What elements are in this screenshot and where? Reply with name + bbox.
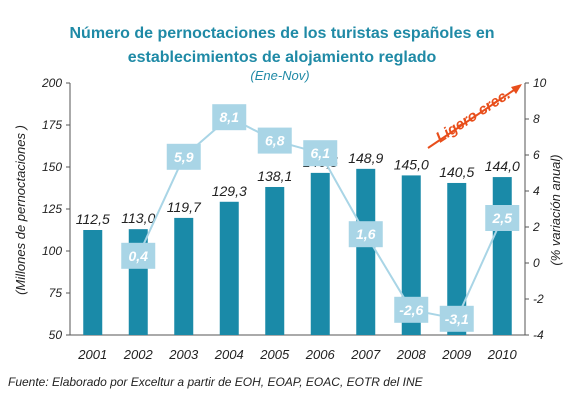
x-tick-label: 2005 <box>259 347 290 362</box>
variation-labels: 0,4 5,9 8,1 6,8 6,1 1,6 -2,6 -3,1 2,5 <box>121 104 520 332</box>
y2-tick-label: -2 <box>533 292 544 306</box>
chart-subtitle: (Ene-Nov) <box>250 68 309 83</box>
bar <box>310 172 330 335</box>
y2-tick-labels: -4 -2 0 2 4 6 8 10 <box>525 76 547 342</box>
variation-label-box <box>166 143 201 170</box>
x-tick-label: 2006 <box>305 347 336 362</box>
y-tick-label: 150 <box>42 160 62 174</box>
variation-label: 0,4 <box>129 248 149 264</box>
variation-label-box <box>439 305 474 332</box>
variation-label: 1,6 <box>356 226 376 242</box>
bar <box>265 186 285 335</box>
y2-tick-label: 10 <box>533 76 547 90</box>
variation-label-box <box>121 242 156 269</box>
annotation-group: Ligero crec. <box>427 84 522 149</box>
bar <box>219 201 239 335</box>
y-axis-label: (Millones de pernoctaciones ) <box>13 125 28 295</box>
chart-title-line1: Número de pernoctaciones de los turistas… <box>69 25 494 42</box>
x-tick-label: 2010 <box>487 347 518 362</box>
x-tick-label: 2002 <box>123 347 154 362</box>
variation-label-box <box>394 296 429 323</box>
bar <box>492 177 512 335</box>
source-note: Fuente: Elaborado por Exceltur a partir … <box>8 375 424 389</box>
y-tick-label: 200 <box>41 76 62 90</box>
bar-label: 129,3 <box>212 183 247 199</box>
y2-tick-label: -4 <box>533 328 544 342</box>
bar-label: 144,0 <box>485 158 520 174</box>
x-tick-label: 2007 <box>350 347 381 362</box>
y-tick-label: 175 <box>42 118 62 132</box>
x-tick-labels: 2001 2002 2003 2004 2005 2006 2007 2008 2009 2010 <box>77 347 517 362</box>
variation-label: 5,9 <box>174 149 194 165</box>
y2-tick-label: 4 <box>533 184 540 198</box>
variation-label: 8,1 <box>220 109 240 125</box>
y2-tick-label: 8 <box>533 112 540 126</box>
variation-label-box <box>257 127 292 154</box>
bar-label: 138,1 <box>257 168 292 184</box>
variation-label-box <box>348 221 383 248</box>
chart-title-line2: establecimientos de alojamiento reglado <box>128 49 437 66</box>
y-tick-label: 75 <box>49 286 63 300</box>
variation-label-box <box>303 140 338 167</box>
bar <box>401 175 421 335</box>
annotation-text: Ligero crec. <box>433 86 514 147</box>
y2-tick-label: 0 <box>533 256 540 270</box>
bar-labels: 112,5113,0119,7129,3138,1146,5148,9145,0… <box>76 150 520 227</box>
variation-label: -3,1 <box>445 311 469 327</box>
x-tick-label: 2008 <box>396 347 427 362</box>
annotation-arrow <box>427 85 521 149</box>
y-tick-label: 50 <box>49 328 63 342</box>
variation-label: 6,1 <box>311 145 331 161</box>
bar-label: 148,9 <box>348 150 383 166</box>
bar-label: 113,0 <box>121 210 155 226</box>
variation-label: 6,8 <box>265 133 285 149</box>
x-tick-label: 2001 <box>77 347 107 362</box>
bar-label: 112,5 <box>76 211 110 227</box>
variation-label-box <box>485 205 520 231</box>
x-tick-label: 2009 <box>441 347 471 362</box>
variation-label: -2,6 <box>399 302 423 318</box>
x-tick-label: 2004 <box>214 347 244 362</box>
annotation-arrowhead <box>511 84 522 94</box>
bar-label: 145,0 <box>394 156 429 172</box>
bar <box>356 168 376 335</box>
y2-axis-label: (% variación anual) <box>548 154 563 265</box>
bar <box>174 217 194 335</box>
bar-label: 119,7 <box>167 199 202 215</box>
y-tick-labels: 50 75 100 125 150 175 200 <box>41 76 70 342</box>
y2-tick-label: 2 <box>532 220 540 234</box>
y2-tick-label: 6 <box>533 148 540 162</box>
bar-label: 140,5 <box>439 164 474 180</box>
variation-label-box <box>212 104 247 131</box>
x-tick-label: 2003 <box>168 347 199 362</box>
bar <box>83 230 103 335</box>
bar <box>447 182 467 335</box>
y-tick-label: 100 <box>42 244 62 258</box>
variation-label: 2,5 <box>492 210 513 226</box>
y-tick-label: 125 <box>42 202 62 216</box>
